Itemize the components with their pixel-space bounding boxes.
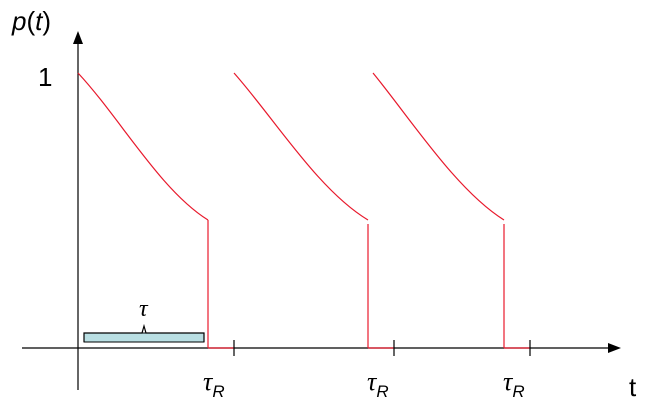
x-axis-title: t <box>629 372 637 402</box>
tau-interval-bar <box>83 332 205 343</box>
tau-brace <box>83 323 205 342</box>
tau-r-symbol-2: τ <box>367 367 378 396</box>
y-axis-title-arg: t <box>35 6 44 36</box>
tau-r-subscript-1: R <box>212 382 224 401</box>
tau-r-label-1: τR <box>203 367 225 401</box>
tau-r-subscript-2: R <box>376 382 388 401</box>
y-axis-title-var: p <box>11 6 26 36</box>
y-axis-title-close: ) <box>42 6 51 36</box>
tau-r-symbol-3: τ <box>503 367 514 396</box>
y-axis-max-label: 1 <box>38 62 52 92</box>
tau-r-subscript-3: R <box>512 382 524 401</box>
y-axis-title: p(t) <box>11 6 51 36</box>
tau-r-label-2: τR <box>367 367 389 401</box>
decay-curve-3 <box>372 72 505 221</box>
y-axis-arrowhead <box>73 31 83 44</box>
tau-label: τ <box>139 296 149 322</box>
y-axis-title-open: ( <box>26 6 35 36</box>
tau-r-label-3: τR <box>503 367 525 401</box>
tau-r-symbol-1: τ <box>203 367 214 396</box>
decay-curve-2 <box>233 72 369 221</box>
decay-curve-1 <box>77 72 209 221</box>
x-axis-arrowhead <box>608 343 621 353</box>
